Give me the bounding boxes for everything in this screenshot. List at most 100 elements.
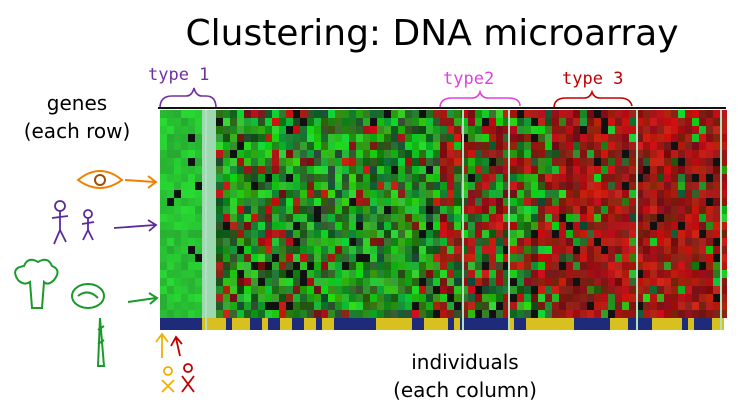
heatmap-cell <box>566 198 573 206</box>
heatmap-cell <box>440 278 447 286</box>
heatmap-cell <box>300 310 307 318</box>
heatmap-cell <box>286 238 293 246</box>
heatmap-cell <box>594 118 601 126</box>
heatmap-cell <box>657 198 664 206</box>
heatmap-cell <box>377 254 384 262</box>
heatmap-cell <box>160 206 167 214</box>
heatmap-cell <box>713 262 720 270</box>
heatmap-cell <box>398 230 405 238</box>
heatmap-cell <box>490 318 496 330</box>
heatmap-cell <box>286 134 293 142</box>
heatmap-cell <box>517 206 524 214</box>
heatmap-cell <box>384 230 391 238</box>
heatmap-cell <box>678 206 685 214</box>
heatmap-cell <box>608 238 615 246</box>
heatmap-cell <box>468 126 475 134</box>
heatmap-cell <box>699 270 706 278</box>
heatmap-cell <box>587 110 594 118</box>
heatmap-cell <box>517 126 524 134</box>
heatmap-cell <box>629 214 636 222</box>
heatmap-cell <box>328 198 335 206</box>
heatmap-cell <box>650 118 657 126</box>
heatmap-cell <box>615 142 622 150</box>
heatmap-cell <box>314 230 321 238</box>
heatmap-cell <box>178 318 184 330</box>
heatmap-cell <box>496 118 503 126</box>
heatmap-cell <box>300 182 307 190</box>
heatmap-cell <box>391 118 398 126</box>
heatmap-cell <box>188 270 195 278</box>
heatmap-cell <box>370 278 377 286</box>
heatmap-cell <box>559 254 566 262</box>
heatmap-cell <box>706 190 713 198</box>
heatmap-cell <box>328 246 335 254</box>
heatmap-cell <box>188 286 195 294</box>
heatmap-cell <box>335 222 342 230</box>
heatmap-cell <box>216 270 223 278</box>
heatmap-cell <box>447 150 454 158</box>
heatmap-cell <box>671 302 678 310</box>
heatmap-cell <box>377 198 384 206</box>
heatmap-cell <box>629 294 636 302</box>
brace <box>439 89 521 109</box>
heatmap-cell <box>188 190 195 198</box>
heatmap-cell <box>587 214 594 222</box>
heatmap-cell <box>279 158 286 166</box>
heatmap-cell <box>678 214 685 222</box>
heatmap-cell <box>706 150 713 158</box>
heatmap-cell <box>433 166 440 174</box>
heatmap-cell <box>650 174 657 182</box>
heatmap-cell <box>454 182 461 190</box>
heatmap-cell <box>629 110 636 118</box>
heatmap-cell <box>293 158 300 166</box>
heatmap-cell <box>580 262 587 270</box>
heatmap-cell <box>174 110 181 118</box>
heatmap-cell <box>559 126 566 134</box>
heatmap-cell <box>391 134 398 142</box>
heatmap-cell <box>405 238 412 246</box>
heatmap-cell <box>615 118 622 126</box>
heatmap-cell <box>587 262 594 270</box>
heatmap-cell <box>468 262 475 270</box>
heatmap-cell <box>244 134 251 142</box>
heatmap-cell <box>223 118 230 126</box>
heatmap-cell <box>440 174 447 182</box>
heatmap-cell <box>335 110 342 118</box>
heatmap-cell <box>594 286 601 294</box>
heatmap-cell <box>615 230 622 238</box>
heatmap-cell <box>454 126 461 134</box>
heatmap-cell <box>426 110 433 118</box>
heatmap-cell <box>167 214 174 222</box>
heatmap-cell <box>489 134 496 142</box>
heatmap-cell <box>334 318 340 330</box>
heatmap-cell <box>391 222 398 230</box>
heatmap-cell <box>181 206 188 214</box>
heatmap-cell <box>391 302 398 310</box>
heatmap-cell <box>580 294 587 302</box>
heatmap-cell <box>440 182 447 190</box>
heatmap-cell <box>496 238 503 246</box>
heatmap-cell <box>678 158 685 166</box>
heatmap-cell <box>251 254 258 262</box>
heatmap-cell <box>216 142 223 150</box>
individuals-note: (each column) <box>393 378 537 402</box>
heatmap-cell <box>508 110 510 330</box>
heatmap-cell <box>419 278 426 286</box>
heatmap-cell <box>615 262 622 270</box>
heatmap-cell <box>594 222 601 230</box>
heatmap-cell <box>419 182 426 190</box>
heatmap-cell <box>503 142 510 150</box>
heatmap-cell <box>580 286 587 294</box>
heatmap-cell <box>265 310 272 318</box>
heatmap-cell <box>286 198 293 206</box>
heatmap-cell <box>160 294 167 302</box>
heatmap-cell <box>573 198 580 206</box>
heatmap-cell <box>328 222 335 230</box>
heatmap-cell <box>545 174 552 182</box>
heatmap-cell <box>160 246 167 254</box>
heatmap-cell <box>503 118 510 126</box>
heatmap-cell <box>398 278 405 286</box>
type-label: type2 <box>443 69 494 89</box>
heatmap-cell <box>552 270 559 278</box>
heatmap-cell <box>720 182 727 190</box>
